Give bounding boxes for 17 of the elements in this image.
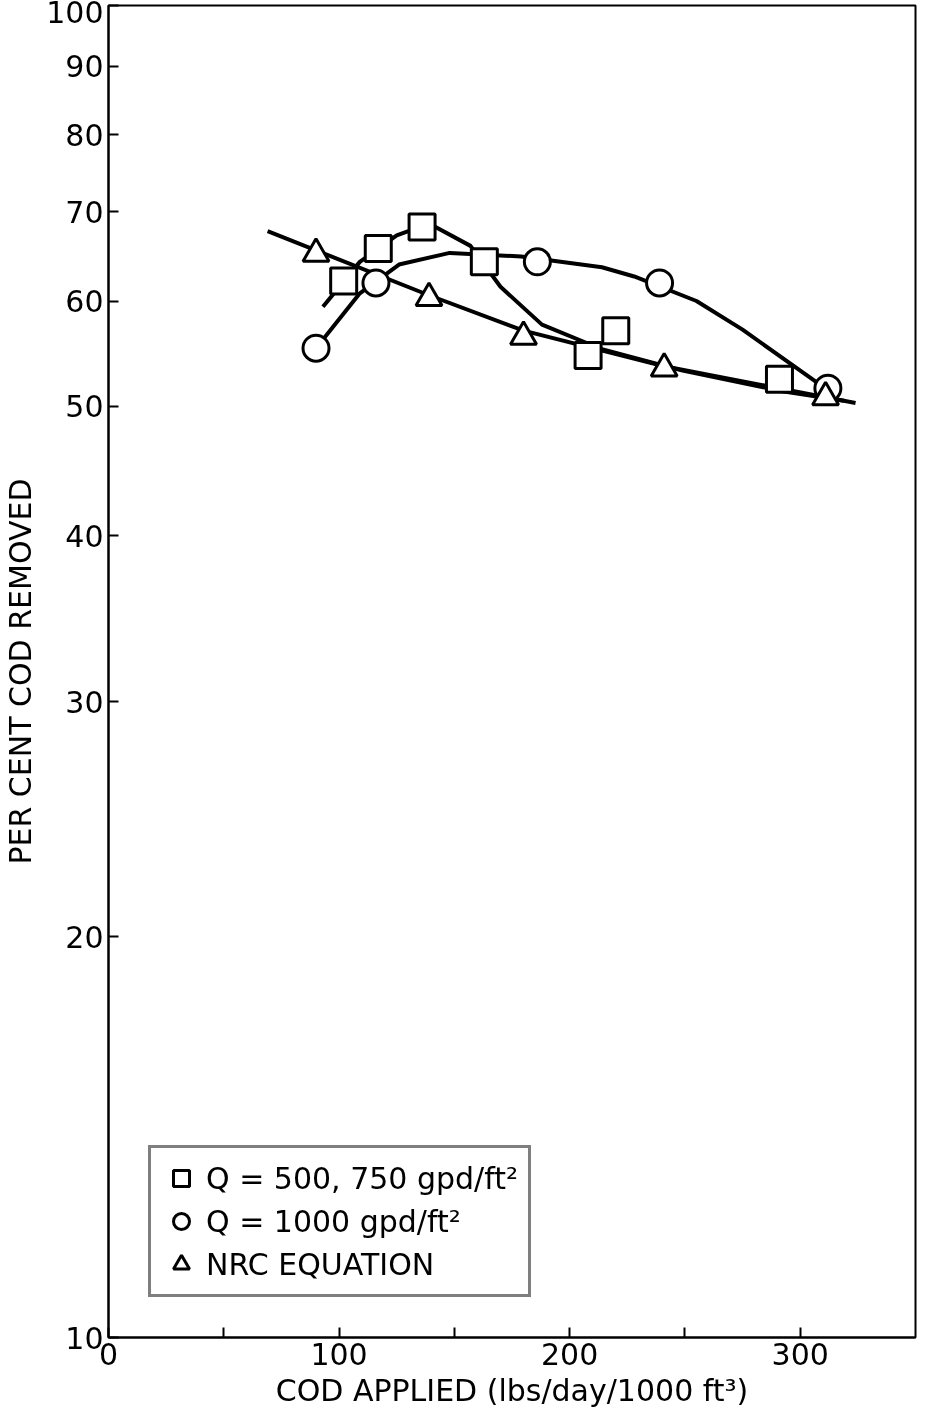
x-tick-label: 200 [541, 1336, 599, 1372]
legend-label: NRC EQUATION [206, 1246, 435, 1282]
y-tick-label: 70 [65, 194, 104, 230]
y-tick-label: 20 [65, 919, 104, 955]
y-tick-label: 100 [46, 0, 104, 30]
y-tick-label: 30 [65, 684, 104, 720]
y-tick-label: 90 [65, 49, 104, 85]
y-axis-title: PER CENT COD REMOVED [3, 478, 39, 865]
x-axis-title: COD APPLIED (lbs/day/1000 ft³) [275, 1372, 749, 1408]
y-tick-label: 50 [65, 389, 104, 425]
y-tick-label: 80 [65, 117, 104, 153]
x-tick-label: 100 [310, 1336, 368, 1372]
legend-label: Q = 1000 gpd/ft² [206, 1203, 461, 1239]
y-tick-label: 60 [65, 284, 104, 319]
legend-label: Q = 500, 750 gpd/ft² [206, 1160, 519, 1196]
y-tick-label: 40 [65, 518, 104, 554]
x-tick-label: 300 [771, 1336, 829, 1372]
